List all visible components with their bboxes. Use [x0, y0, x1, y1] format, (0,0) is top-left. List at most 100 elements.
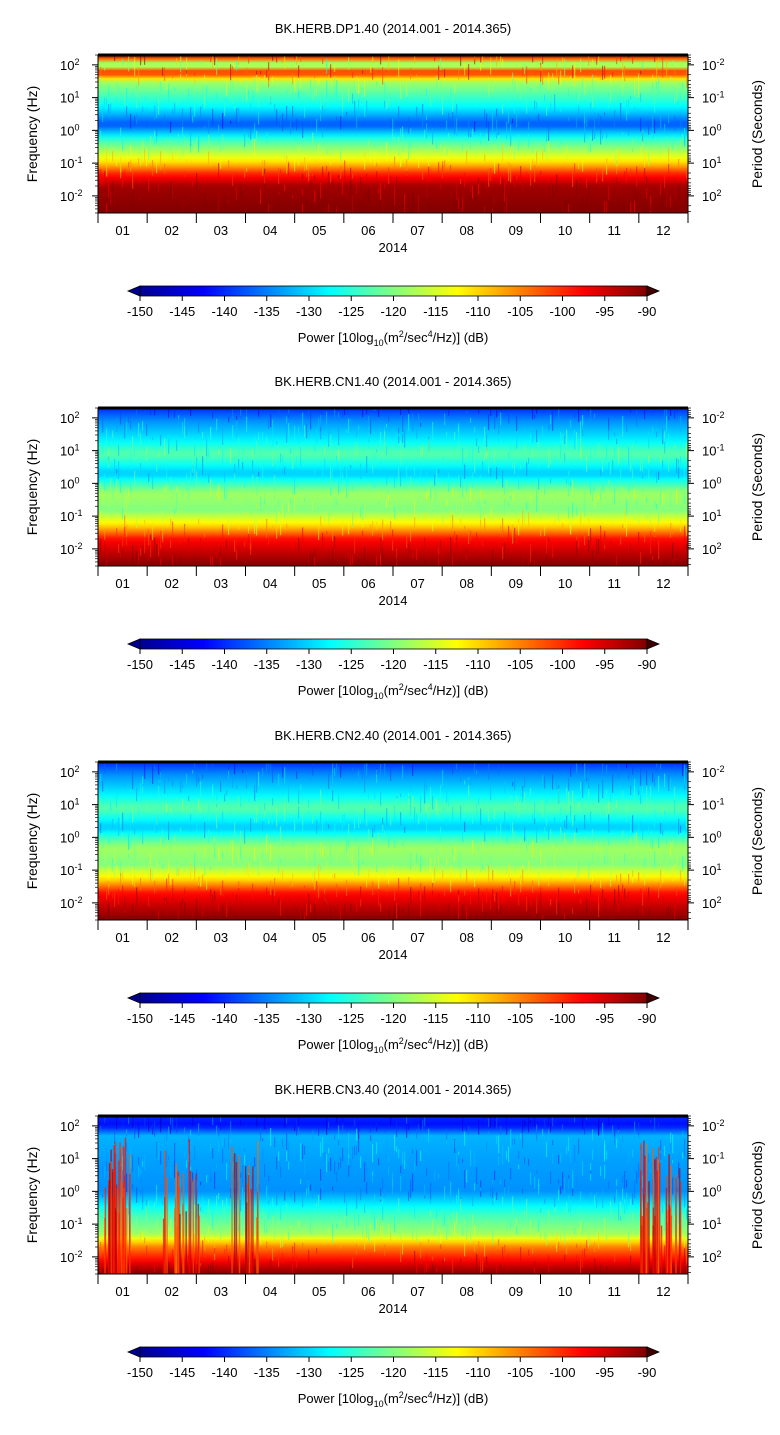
period-tick-label: 10-2: [702, 1118, 724, 1134]
colorbar-tick-label: -95: [595, 1365, 614, 1380]
colorbar-tick-label: -90: [638, 1365, 657, 1380]
month-tick-label: 04: [263, 223, 277, 238]
spectrogram-image: [98, 1116, 688, 1274]
freq-tick-label: 10-2: [60, 1249, 82, 1265]
month-tick-label: 01: [115, 930, 129, 945]
period-tick-label: 101: [702, 1216, 721, 1232]
period-tick-label: 102: [702, 541, 721, 557]
colorbar-tick-label: -115: [423, 1011, 448, 1026]
freq-tick-label: 100: [60, 122, 79, 138]
colorbar-tick-label: -105: [507, 304, 533, 319]
colorbar-over-arrow: [646, 992, 661, 1004]
month-tick-label: 06: [361, 223, 375, 238]
month-tick-label: 10: [558, 930, 572, 945]
month-tick-label: 03: [214, 576, 228, 591]
freq-tick-label: 10-2: [60, 188, 82, 204]
colorbar-tick-label: -95: [595, 1011, 614, 1026]
colorbar-tick-label: -90: [638, 1011, 657, 1026]
colorbar-gradient: [139, 285, 648, 297]
period-tick-label: 10-1: [702, 90, 724, 106]
period-tick-label: 100: [702, 475, 721, 491]
month-tick-label: 07: [410, 223, 424, 238]
x-axis-label: 2014: [379, 593, 408, 608]
colorbar-tick-label: -115: [423, 657, 448, 672]
freq-tick-label: 102: [60, 410, 79, 426]
colorbar: -150 -145 -140 -135 -130 -125 -120 -115 -110 -105…: [126, 1346, 661, 1409]
month-tick-label: 05: [312, 930, 326, 945]
colorbar-tick-label: -120: [380, 304, 406, 319]
month-tick-label: 11: [608, 576, 622, 591]
freq-tick-label: 100: [60, 475, 79, 491]
freq-tick-label: 100: [60, 1183, 79, 1199]
period-tick-label: 10-1: [702, 443, 724, 459]
colorbar-tick-label: -100: [549, 1365, 575, 1380]
colorbar-under-arrow: [126, 992, 141, 1004]
y-axis-right-label: Period (Seconds): [749, 787, 765, 895]
month-tick-label: 04: [263, 1284, 277, 1299]
month-tick-label: 08: [460, 930, 474, 945]
period-tick-label: 102: [702, 1249, 721, 1265]
month-tick-label: 12: [656, 930, 670, 945]
colorbar-tick-label: -100: [549, 304, 575, 319]
colorbar-tick-label: -100: [549, 657, 575, 672]
colorbar-tick-label: -100: [549, 1011, 575, 1026]
month-tick-label: 06: [361, 576, 375, 591]
colorbar-label: Power [10log10(m2/sec4/Hz)] (dB): [298, 1036, 489, 1055]
spectrogram-panel-3: BK.HERB.CN2.40 (2014.001 - 2014.365) 102 1…: [24, 728, 765, 1055]
month-tick-label: 03: [214, 1284, 228, 1299]
colorbar-tick-label: -135: [254, 304, 280, 319]
colorbar-under-arrow: [126, 1346, 141, 1358]
colorbar-tick-label: -135: [254, 1365, 280, 1380]
y-axis-label: Frequency (Hz): [24, 1147, 40, 1243]
colorbar-tick-label: -95: [595, 657, 614, 672]
month-tick-label: 10: [558, 1284, 572, 1299]
colorbar-tick-label: -90: [638, 657, 657, 672]
freq-tick-label: 10-1: [60, 862, 82, 878]
freq-tick-label: 102: [60, 57, 79, 73]
colorbar-tick-label: -140: [211, 657, 237, 672]
freq-tick-label: 102: [60, 1118, 79, 1134]
colorbar-tick-label: -150: [127, 657, 153, 672]
spectrogram-panel-1: BK.HERB.DP1.40 (2014.001 - 2014.365) 102 1…: [24, 21, 765, 348]
colorbar-tick-label: -125: [338, 657, 364, 672]
freq-tick-label: 100: [60, 829, 79, 845]
colorbar-under-arrow: [126, 285, 141, 297]
month-tick-label: 08: [460, 576, 474, 591]
colorbar-tick-label: -90: [638, 304, 657, 319]
colorbar-tick-label: -140: [211, 1011, 237, 1026]
colorbar-tick-label: -135: [254, 1011, 280, 1026]
colorbar: -150 -145 -140 -135 -130 -125 -120 -115 -110 -105…: [126, 285, 661, 348]
y-axis-label: Frequency (Hz): [24, 86, 40, 182]
period-tick-label: 10-1: [702, 1151, 724, 1167]
month-tick-label: 08: [460, 223, 474, 238]
y-axis-right-label: Period (Seconds): [749, 80, 765, 188]
colorbar-tick-label: -115: [423, 1365, 448, 1380]
colorbar-tick-label: -125: [338, 1365, 364, 1380]
colorbar-tick-label: -150: [127, 304, 153, 319]
colorbar-over-arrow: [646, 285, 661, 297]
freq-tick-label: 101: [60, 1151, 79, 1167]
colorbar-gradient: [139, 1346, 648, 1358]
colorbar-over-arrow: [646, 1346, 661, 1358]
month-tick-label: 10: [558, 223, 572, 238]
colorbar-tick-label: -140: [211, 304, 237, 319]
y-axis-label: Frequency (Hz): [24, 439, 40, 535]
panel-title: BK.HERB.CN2.40 (2014.001 - 2014.365): [274, 728, 511, 743]
month-tick-label: 05: [312, 576, 326, 591]
colorbar-tick-label: -120: [380, 1011, 406, 1026]
freq-tick-label: 10-2: [60, 895, 82, 911]
colorbar-tick-label: -115: [423, 304, 448, 319]
colorbar-tick-label: -110: [465, 657, 490, 672]
freq-tick-label: 102: [60, 764, 79, 780]
month-tick-label: 02: [165, 223, 179, 238]
period-tick-label: 100: [702, 122, 721, 138]
colorbar-label: Power [10log10(m2/sec4/Hz)] (dB): [298, 682, 489, 701]
colorbar-tick-label: -135: [254, 657, 280, 672]
colorbar-tick-label: -95: [595, 304, 614, 319]
month-tick-label: 02: [165, 576, 179, 591]
month-tick-label: 05: [312, 1284, 326, 1299]
month-tick-label: 01: [115, 576, 129, 591]
colorbar-tick-label: -105: [507, 657, 533, 672]
freq-tick-label: 101: [60, 797, 79, 813]
